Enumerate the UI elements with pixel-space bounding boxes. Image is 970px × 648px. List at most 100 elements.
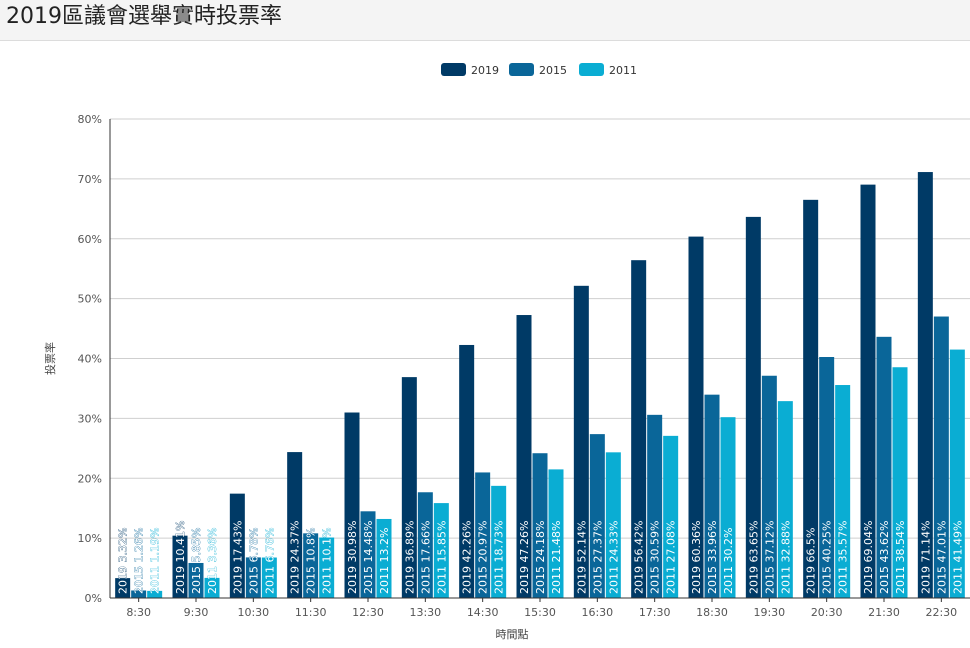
data-label: 2015 20.97% [477, 521, 490, 594]
bar-2019 [516, 315, 532, 598]
bar-2019 [803, 199, 819, 599]
x-tick-label: 19:30 [753, 606, 785, 619]
bar-2015 [819, 357, 835, 598]
data-label: 2019 3.32% [117, 528, 130, 594]
y-tick-label: 20% [78, 472, 102, 485]
x-tick-label: 8:30 [126, 606, 151, 619]
data-label: 2019 42.26% [461, 521, 474, 594]
bar-2015 [417, 492, 433, 598]
bar-2015 [475, 472, 491, 598]
x-tick-label: 12:30 [352, 606, 384, 619]
data-label: 2011 41.49% [951, 521, 964, 594]
x-tick-label: 15:30 [524, 606, 556, 619]
bar-2015 [589, 434, 605, 598]
data-label: 2011 24.33% [607, 521, 620, 594]
bar-2019 [745, 216, 761, 598]
y-tick-label: 0% [85, 592, 102, 605]
page-header: 2019區議會選舉實時投票率 [0, 0, 970, 41]
data-label: 2015 1.26% [133, 528, 146, 594]
data-label: 2015 27.37% [591, 521, 604, 594]
bar-2011 [663, 435, 679, 598]
bar-2015 [647, 414, 663, 598]
x-tick-label: 20:30 [811, 606, 843, 619]
bar-2015 [188, 562, 204, 598]
bar-2019 [917, 172, 933, 598]
x-tick-label: 16:30 [581, 606, 613, 619]
data-label: 2015 40.25% [821, 521, 834, 594]
data-label: 2011 21.48% [550, 521, 563, 594]
data-label: 2019 30.98% [346, 521, 359, 594]
x-tick-label: 14:30 [467, 606, 499, 619]
data-label: 2011 10.1% [321, 528, 334, 594]
data-label: 2019 66.5% [805, 528, 818, 594]
bar-2019 [573, 285, 589, 598]
data-label: 2019 36.89% [403, 521, 416, 594]
data-label: 2015 14.48% [362, 521, 375, 594]
x-tick-label: 9:30 [184, 606, 209, 619]
y-tick-label: 60% [78, 233, 102, 246]
data-label: 2015 37.12% [763, 521, 776, 594]
turnout-bar-chart: 2019 2015 2011 0%10%20%30%40%50%60%70%80% … [43, 63, 970, 641]
data-label: 2019 71.14% [919, 521, 932, 594]
data-label: 2015 47.01% [935, 521, 948, 594]
gridlines [110, 118, 970, 539]
legend: 2019 2015 2011 [441, 63, 637, 77]
bar-2019 [172, 535, 188, 598]
bar-2015 [704, 394, 720, 598]
legend-entry-2011: 2011 [609, 64, 637, 77]
x-axis-ticks: 8:30 9:30 10:30 11:30 12:30 13:30 14:30 15:30 16… [126, 598, 957, 619]
data-label: 2015 6.78% [247, 528, 260, 594]
x-tick-label: 18:30 [696, 606, 728, 619]
x-tick-label: 22:30 [925, 606, 957, 619]
data-label: 2019 52.14% [575, 521, 588, 594]
bar-2011 [605, 452, 621, 598]
y-axis-title: 投票率 [43, 342, 57, 375]
y-tick-label: 70% [78, 173, 102, 186]
bar-2019 [344, 412, 360, 598]
bar-2011 [491, 485, 507, 598]
data-label: 2011 6.76% [263, 528, 276, 594]
bar-2011 [777, 401, 793, 598]
data-label: 2015 10.8% [305, 528, 318, 594]
x-tick-label: 13:30 [409, 606, 441, 619]
data-label: 2019 17.43% [231, 521, 244, 594]
bar-2011 [548, 469, 564, 598]
data-label: 2015 43.62% [878, 521, 891, 594]
bars [115, 172, 965, 599]
bar-2015 [876, 336, 892, 598]
data-label: 2011 27.08% [665, 521, 678, 594]
bar-2019 [287, 452, 303, 598]
data-label: 2015 33.96% [706, 521, 719, 594]
bar-2015 [303, 533, 319, 598]
data-label: 2011 3.36% [206, 528, 219, 594]
bar-2011 [433, 503, 449, 598]
bar-2019 [631, 260, 647, 598]
data-label: 2011 18.73% [493, 521, 506, 594]
data-label: 2011 30.2% [722, 528, 735, 594]
data-label: 2019 56.42% [633, 521, 646, 594]
y-tick-label: 50% [78, 293, 102, 306]
data-label: 2011 38.54% [894, 521, 907, 594]
data-label: 2011 32.88% [779, 521, 792, 594]
data-label: 2019 63.65% [747, 521, 760, 594]
bar-2019 [860, 184, 876, 599]
bar-2011 [204, 577, 220, 598]
data-label: 2019 10.41% [174, 521, 187, 594]
x-tick-label: 11:30 [295, 606, 327, 619]
data-label: 2015 30.59% [649, 521, 662, 594]
legend-entry-2015: 2015 [539, 64, 567, 77]
bar-2019 [459, 344, 475, 598]
legend-swatch [441, 63, 466, 76]
bar-2011 [892, 367, 908, 598]
bar-2011 [376, 518, 392, 598]
bar-2015 [532, 453, 548, 598]
data-label: 2015 5.85% [190, 528, 203, 594]
legend-swatch [509, 63, 534, 76]
legend-swatch [579, 63, 604, 76]
data-label: 2011 15.85% [435, 521, 448, 594]
bar-2015 [245, 557, 261, 598]
bar-2015 [360, 511, 376, 598]
data-labels: 2019 3.32% 2015 1.26% 2011 1.19% 2019 10.41… [116, 520, 964, 594]
bar-2011 [319, 537, 335, 598]
bar-2011 [261, 557, 277, 598]
